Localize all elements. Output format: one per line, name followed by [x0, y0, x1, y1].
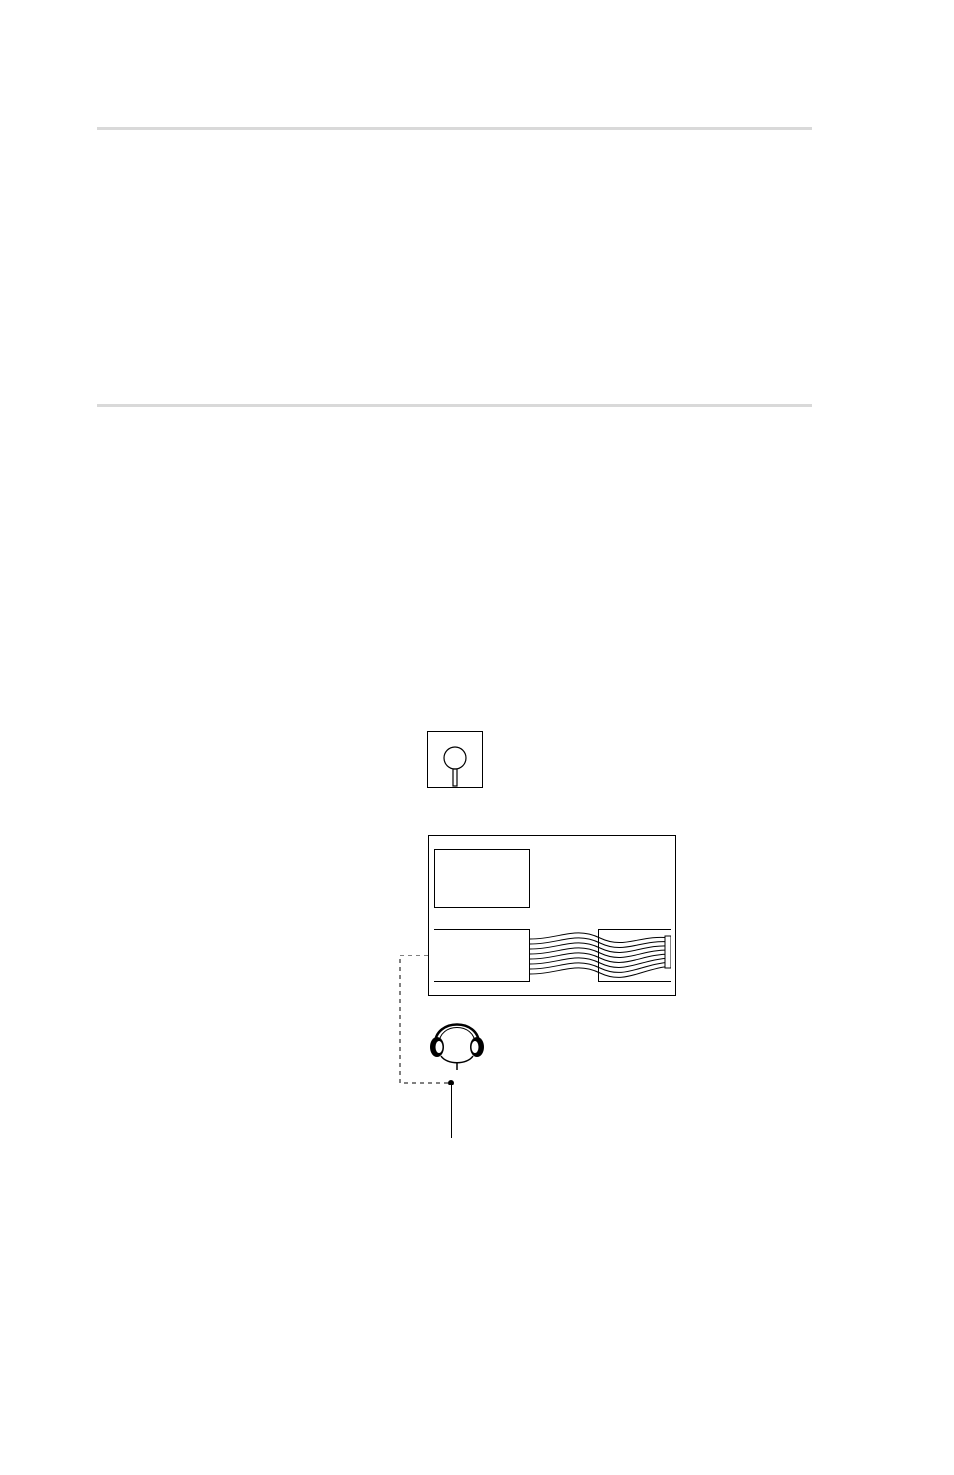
module-box	[428, 835, 676, 996]
bottom-right-slot	[598, 929, 671, 982]
page	[0, 0, 954, 1475]
horizontal-rule-bottom	[97, 404, 812, 407]
keyhole-box	[427, 731, 483, 788]
bottom-left-slot	[434, 929, 530, 982]
top-left-slot	[434, 849, 530, 908]
headphones-icon	[427, 1010, 487, 1070]
cord-line	[451, 1083, 452, 1138]
horizontal-rule-top	[97, 127, 812, 130]
keyhole-icon	[428, 732, 482, 787]
